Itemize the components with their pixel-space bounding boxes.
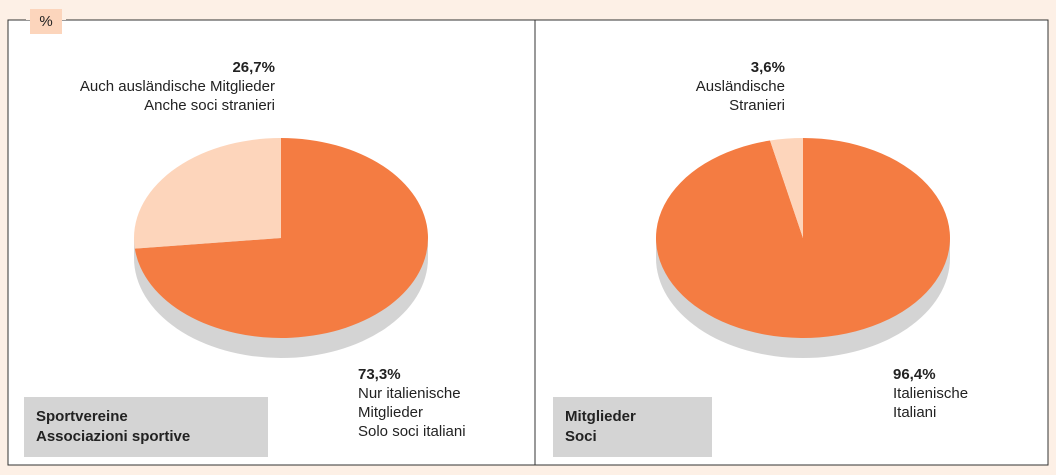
chart-title: Associazioni sportive bbox=[36, 428, 190, 445]
chart-title: Sportvereine bbox=[36, 408, 128, 425]
chart-title: Mitglieder bbox=[565, 408, 636, 425]
value-label: 96,4% bbox=[893, 366, 936, 383]
pie-slice bbox=[770, 138, 803, 238]
value-label: 3,6% bbox=[751, 59, 785, 76]
slice-label: Auch ausländische Mitglieder bbox=[80, 78, 275, 95]
slice-label: Ausländische bbox=[696, 78, 785, 95]
unit-label: % bbox=[39, 13, 52, 30]
slice-label: Solo soci italiani bbox=[358, 423, 466, 440]
slice-label: Nur italienische bbox=[358, 385, 461, 402]
chart-title: Soci bbox=[565, 428, 597, 445]
slice-label: Stranieri bbox=[729, 97, 785, 114]
pie-slice bbox=[134, 138, 281, 249]
title-box bbox=[553, 397, 712, 457]
pie-slice bbox=[134, 138, 429, 338]
slice-label: Anche soci stranieri bbox=[144, 97, 275, 114]
slice-label: Italienische bbox=[893, 385, 968, 402]
value-label: 73,3% bbox=[358, 366, 401, 383]
slice-label: Mitglieder bbox=[358, 404, 423, 421]
value-label: 26,7% bbox=[232, 59, 275, 76]
title-box bbox=[24, 397, 268, 457]
slice-label: Italiani bbox=[893, 404, 936, 421]
unit-badge-fill bbox=[30, 9, 62, 34]
